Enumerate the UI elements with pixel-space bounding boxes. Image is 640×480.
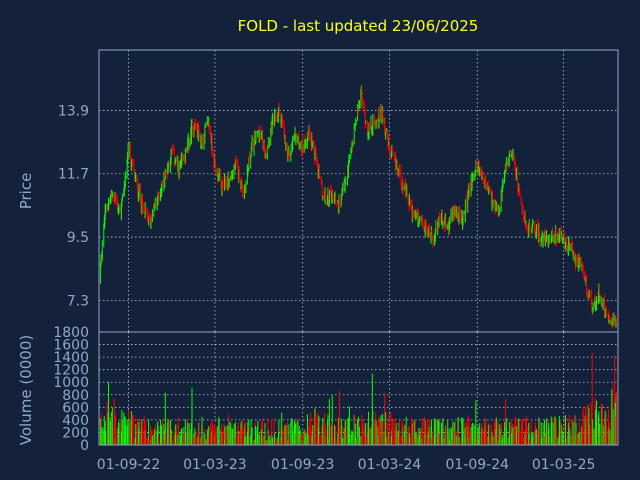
price-marks [98,85,619,330]
volume-y-tick-label: 1800 [53,325,89,341]
volume-marks [98,344,619,445]
volume-y-tick-label: 1600 [53,338,89,354]
price-y-tick-label: 13.9 [58,103,89,119]
chart-title: FOLD - last updated 23/06/2025 [238,17,479,35]
volume-y-tick-label: 400 [62,413,89,429]
price-y-tick-label: 11.7 [58,167,89,183]
volume-axis-label: Volume (0000) [17,335,35,445]
x-tick-labels: 01-09-22 01-03-23 01-09-23 01-03-24 01-09-24… [97,457,596,473]
price-y-tick-label: 7.3 [67,293,89,309]
price-y-tick-labels: 7.3 9.5 11.7 13.9 [58,103,89,309]
volume-y-tick-label: 200 [62,425,89,441]
x-tick-label: 01-03-25 [532,457,596,473]
price-y-tick-label: 9.5 [67,230,89,246]
price-axis-label: Price [17,173,35,210]
volume-y-tick-label: 1400 [53,350,89,366]
price-gridlines [99,50,618,332]
volume-y-tick-label: 800 [62,388,89,404]
x-tick-label: 01-09-22 [97,457,161,473]
volume-y-tick-label: 1000 [53,375,89,391]
x-tick-label: 01-09-23 [271,457,335,473]
volume-y-tick-label: 0 [80,438,89,454]
volume-y-tick-label: 600 [62,400,89,416]
x-tick-label: 01-03-24 [358,457,422,473]
x-tick-label: 01-09-24 [446,457,510,473]
volume-y-tick-label: 1200 [53,363,89,379]
volume-panel-frame [98,331,619,446]
x-tick-label: 01-03-23 [183,457,247,473]
